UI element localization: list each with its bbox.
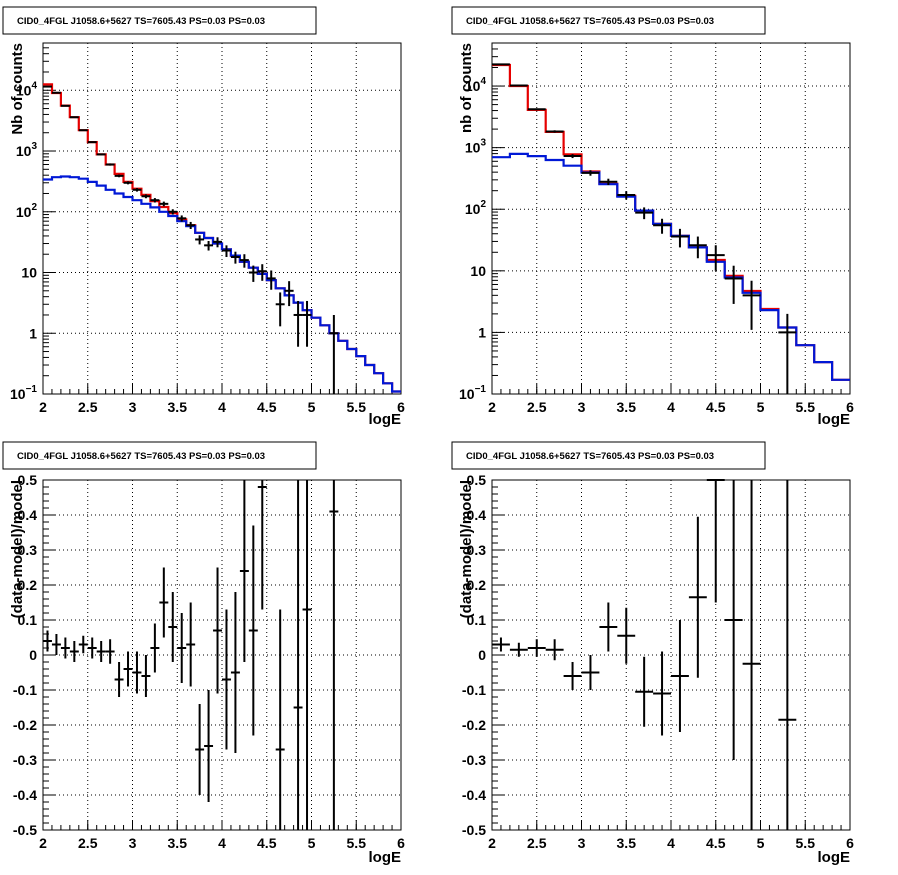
panel-3-x-tick-label: 2 bbox=[39, 835, 47, 851]
panel-3-x-tick-label: 6 bbox=[397, 835, 405, 851]
panel-1-x-tick-label: 2.5 bbox=[78, 399, 98, 415]
panel-4-y-tick-label: 0.1 bbox=[467, 612, 487, 628]
panel-1-y-tick-label: 103 bbox=[16, 141, 38, 159]
panel-4-y-axis-label: (data-model)/model bbox=[458, 480, 475, 618]
panel-1-x-tick-label: 3 bbox=[129, 399, 137, 415]
panel-1-y-tick-label: 1 bbox=[29, 325, 37, 341]
panel-4-x-tick-label: 4 bbox=[667, 835, 675, 851]
panel-2-x-axis-label: logE bbox=[818, 411, 851, 428]
panel-4-x-tick-label: 2.5 bbox=[527, 835, 547, 851]
panel-4-x-tick-label: 6 bbox=[846, 835, 854, 851]
panel-1: CID0_4FGL J1058.6+5627 TS=7605.43 PS=0.0… bbox=[2, 6, 405, 428]
panel-4-x-tick-label: 5.5 bbox=[796, 835, 816, 851]
panel-4-y-tick-label: 0.3 bbox=[467, 542, 487, 558]
panel-2-x-tick-label: 4.5 bbox=[706, 399, 726, 415]
panel-2-x-tick-label: 3.5 bbox=[617, 399, 637, 415]
panel-3-y-tick-label: 0 bbox=[29, 647, 37, 663]
panel-3-x-tick-label: 3 bbox=[129, 835, 137, 851]
panel-3-y-tick-label: 0.3 bbox=[18, 542, 38, 558]
panel-2-plot: 2 2.5 3 3.5 4 4.5 5 5.5 6 10−1 1 10 102 103 104 bbox=[459, 42, 854, 415]
panel-2-x-tick-label: 3 bbox=[578, 399, 586, 415]
panel-1-x-tick-label: 2 bbox=[39, 399, 47, 415]
panel-3-x-tick-label: 2.5 bbox=[78, 835, 98, 851]
panel-1-y-tick-label: 102 bbox=[16, 202, 38, 220]
panel-4-plot-frame bbox=[491, 479, 851, 831]
panel-3: CID0_4FGL J1058.6+5627 TS=7605.43 PS=0.0… bbox=[2, 441, 405, 866]
panel-3-x-tick-label: 4.5 bbox=[257, 835, 277, 851]
panel-1-x-tick-label: 6 bbox=[397, 399, 405, 415]
panel-2-y-tick-label: 103 bbox=[465, 138, 487, 156]
panel-4-x-tick-label: 5 bbox=[757, 835, 765, 851]
panel-1-x-tick-label: 4 bbox=[218, 399, 226, 415]
panel-4-x-tick-label: 2 bbox=[488, 835, 496, 851]
panel-2-x-tick-label: 5.5 bbox=[796, 399, 816, 415]
panel-3-x-axis-label: logE bbox=[369, 849, 402, 866]
panel-1-y-tick-label: 10 bbox=[21, 265, 37, 281]
panel-1-x-tick-label: 5 bbox=[308, 399, 316, 415]
panel-3-y-tick-label: 0.1 bbox=[18, 612, 38, 628]
panel-3-y-tick-label: 0.4 bbox=[18, 507, 38, 523]
panel-4-y-tick-label: -0.3 bbox=[462, 752, 486, 768]
panel-4-title: CID0_4FGL J1058.6+5627 TS=7605.43 PS=0.0… bbox=[466, 451, 714, 462]
panel-1-title: CID0_4FGL J1058.6+5627 TS=7605.43 PS=0.0… bbox=[17, 16, 265, 27]
panel-2-x-tick-label: 2 bbox=[488, 399, 496, 415]
panel-1-title-box bbox=[2, 6, 317, 35]
panel-4-x-tick-label: 4.5 bbox=[706, 835, 726, 851]
panel-4-y-tick-label: 0.4 bbox=[467, 507, 487, 523]
panel-4-y-tick-label: 0.2 bbox=[467, 577, 487, 593]
panel-4-y-tick-label: -0.5 bbox=[462, 822, 486, 838]
panel-3-y-tick-label: 0.5 bbox=[18, 472, 38, 488]
panel-1-y-tick-label: 10−1 bbox=[10, 384, 37, 402]
panel-1-x-tick-label: 3.5 bbox=[168, 399, 188, 415]
panel-3-title: CID0_4FGL J1058.6+5627 TS=7605.43 PS=0.0… bbox=[17, 451, 265, 462]
panel-3-y-tick-label: -0.4 bbox=[13, 787, 37, 803]
panel-4-y-tick-label: -0.1 bbox=[462, 682, 486, 698]
panel-3-x-tick-label: 4 bbox=[218, 835, 226, 851]
panel-2-x-tick-label: 6 bbox=[846, 399, 854, 415]
panel-3-y-tick-label: -0.2 bbox=[13, 717, 37, 733]
panel-2-x-tick-label: 5 bbox=[757, 399, 765, 415]
panel-4-y-tick-label: -0.4 bbox=[462, 787, 486, 803]
panel-2-title: CID0_4FGL J1058.6+5627 TS=7605.43 PS=0.0… bbox=[466, 16, 714, 27]
panel-2-y-tick-label: 104 bbox=[465, 76, 487, 94]
panel-3-y-tick-label: -0.1 bbox=[13, 682, 37, 698]
panel-2: CID0_4FGL J1058.6+5627 TS=7605.43 PS=0.0… bbox=[451, 6, 854, 428]
panel-4-plot: 2 2.5 3 3.5 4 4.5 5 5.5 6 -0.5 -0.4 -0.3 -0.2 -0.1 0 0.… bbox=[462, 472, 854, 851]
panel-3-y-tick-label: -0.3 bbox=[13, 752, 37, 768]
panel-2-y-tick-label: 102 bbox=[465, 199, 487, 217]
panel-1-x-axis-label: logE bbox=[369, 411, 402, 428]
panel-3-plot-frame bbox=[42, 479, 402, 831]
panel-2-y-tick-label: 1 bbox=[478, 324, 486, 340]
panel-3-x-tick-label: 5.5 bbox=[347, 835, 367, 851]
panel-1-y-tick-label: 104 bbox=[16, 80, 38, 98]
panel-3-y-tick-label: 0.2 bbox=[18, 577, 38, 593]
panel-1-plot: 2 2.5 3 3.5 4 4.5 5 5.5 6 10−1 1 10 102 103 104 bbox=[10, 42, 405, 415]
panel-3-x-tick-label: 3.5 bbox=[168, 835, 188, 851]
panel-2-y-axis-label: nb of counts bbox=[458, 43, 475, 133]
panel-4-y-tick-label: -0.2 bbox=[462, 717, 486, 733]
panel-2-x-tick-label: 4 bbox=[667, 399, 675, 415]
panel-1-model-component-histogram bbox=[43, 175, 401, 393]
panel-3-y-tick-label: -0.5 bbox=[13, 822, 37, 838]
panel-2-y-tick-label: 10−1 bbox=[459, 384, 486, 402]
panel-4-x-tick-label: 3.5 bbox=[617, 835, 637, 851]
panel-4-y-tick-label: 0 bbox=[478, 647, 486, 663]
panel-2-y-tick-label: 10 bbox=[470, 263, 486, 279]
panel-3-plot: 2 2.5 3 3.5 4 4.5 5 5.5 6 -0.5 -0.4 -0.3 -0.2 -0.1 0 0.… bbox=[13, 472, 405, 851]
panel-2-x-tick-label: 2.5 bbox=[527, 399, 547, 415]
panel-3-x-tick-label: 5 bbox=[308, 835, 316, 851]
panel-4-title-box bbox=[451, 441, 766, 470]
panel-4-x-axis-label: logE bbox=[818, 849, 851, 866]
panel-4: CID0_4FGL J1058.6+5627 TS=7605.43 PS=0.0… bbox=[451, 441, 854, 866]
panel-2-title-box bbox=[451, 6, 766, 35]
panel-1-y-axis-label: Nb of counts bbox=[9, 43, 26, 135]
panel-4-x-tick-label: 3 bbox=[578, 835, 586, 851]
panel-1-x-tick-label: 5.5 bbox=[347, 399, 367, 415]
panel-1-x-tick-label: 4.5 bbox=[257, 399, 277, 415]
panel-3-y-axis-label: (data-model)/model bbox=[9, 480, 26, 618]
panel-4-y-tick-label: 0.5 bbox=[467, 472, 487, 488]
panel-3-title-box bbox=[2, 441, 317, 470]
